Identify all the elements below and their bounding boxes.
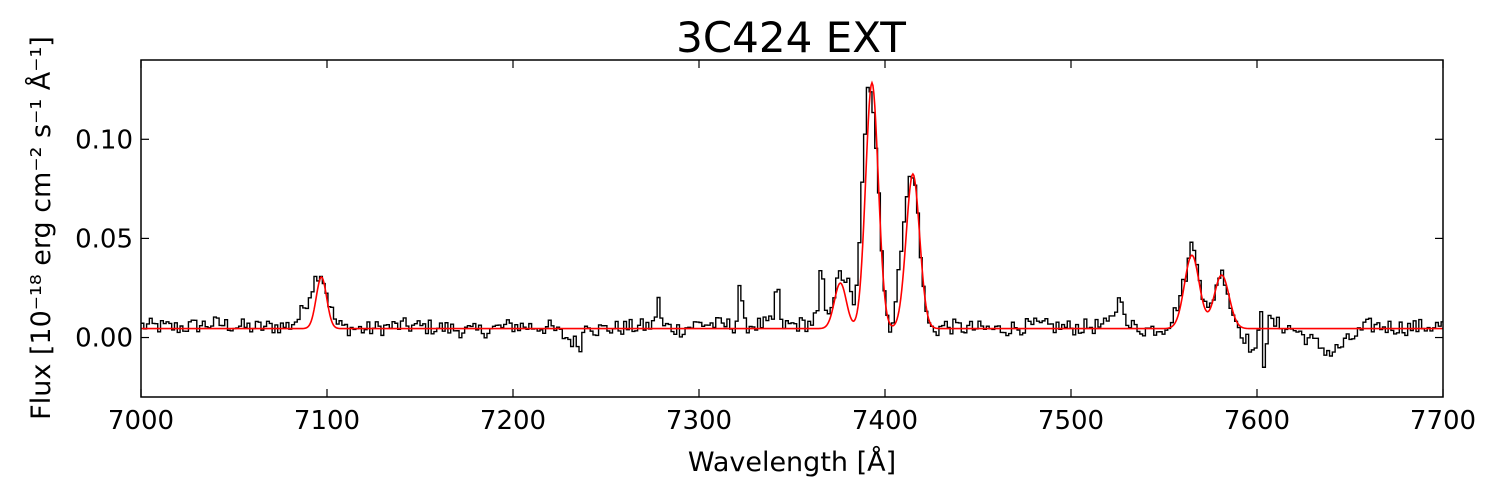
y-tick-label: 0.05 <box>75 224 133 254</box>
x-tick-label: 7000 <box>108 406 174 436</box>
observed-spectrum-line <box>141 86 1443 368</box>
y-tick-label: 0.10 <box>75 125 133 155</box>
x-tick-label: 7600 <box>1224 406 1290 436</box>
model-fit-line <box>141 80 1443 330</box>
x-axis: 7000 7100 7200 7300 7400 7500 7600 7700 <box>108 60 1476 436</box>
y-tick-label: 0.00 <box>75 324 133 354</box>
y-axis-label: Flux [10⁻¹⁸ erg cm⁻² s⁻¹ Å⁻¹] <box>25 36 57 420</box>
plot-area <box>141 80 1443 368</box>
x-tick-label: 7500 <box>1038 406 1104 436</box>
y-axis: 0.00 0.05 0.10 <box>75 125 1443 354</box>
x-axis-label: Wavelength [Å] <box>688 446 896 478</box>
x-tick-label: 7400 <box>852 406 918 436</box>
x-tick-label: 7300 <box>666 406 732 436</box>
x-tick-label: 7700 <box>1410 406 1476 436</box>
x-tick-label: 7100 <box>294 406 360 436</box>
plot-frame <box>140 59 1444 398</box>
x-tick-label: 7200 <box>480 406 546 436</box>
chart-title: 3C424 EXT <box>676 13 906 62</box>
